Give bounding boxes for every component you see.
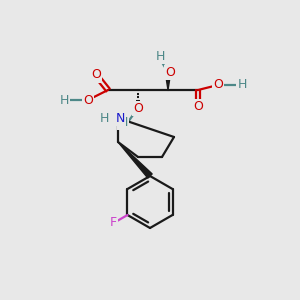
Text: H: H [237, 79, 247, 92]
Text: H: H [155, 50, 165, 62]
Text: H: H [99, 112, 109, 124]
Polygon shape [118, 142, 152, 178]
Text: F: F [110, 217, 117, 230]
Text: H: H [59, 94, 69, 106]
Text: O: O [213, 79, 223, 92]
Polygon shape [165, 72, 171, 90]
Text: N: N [115, 112, 125, 124]
Text: O: O [165, 65, 175, 79]
Text: O: O [193, 100, 203, 112]
Text: O: O [91, 68, 101, 82]
Text: H: H [118, 116, 128, 128]
Text: O: O [133, 101, 143, 115]
Text: O: O [83, 94, 93, 106]
